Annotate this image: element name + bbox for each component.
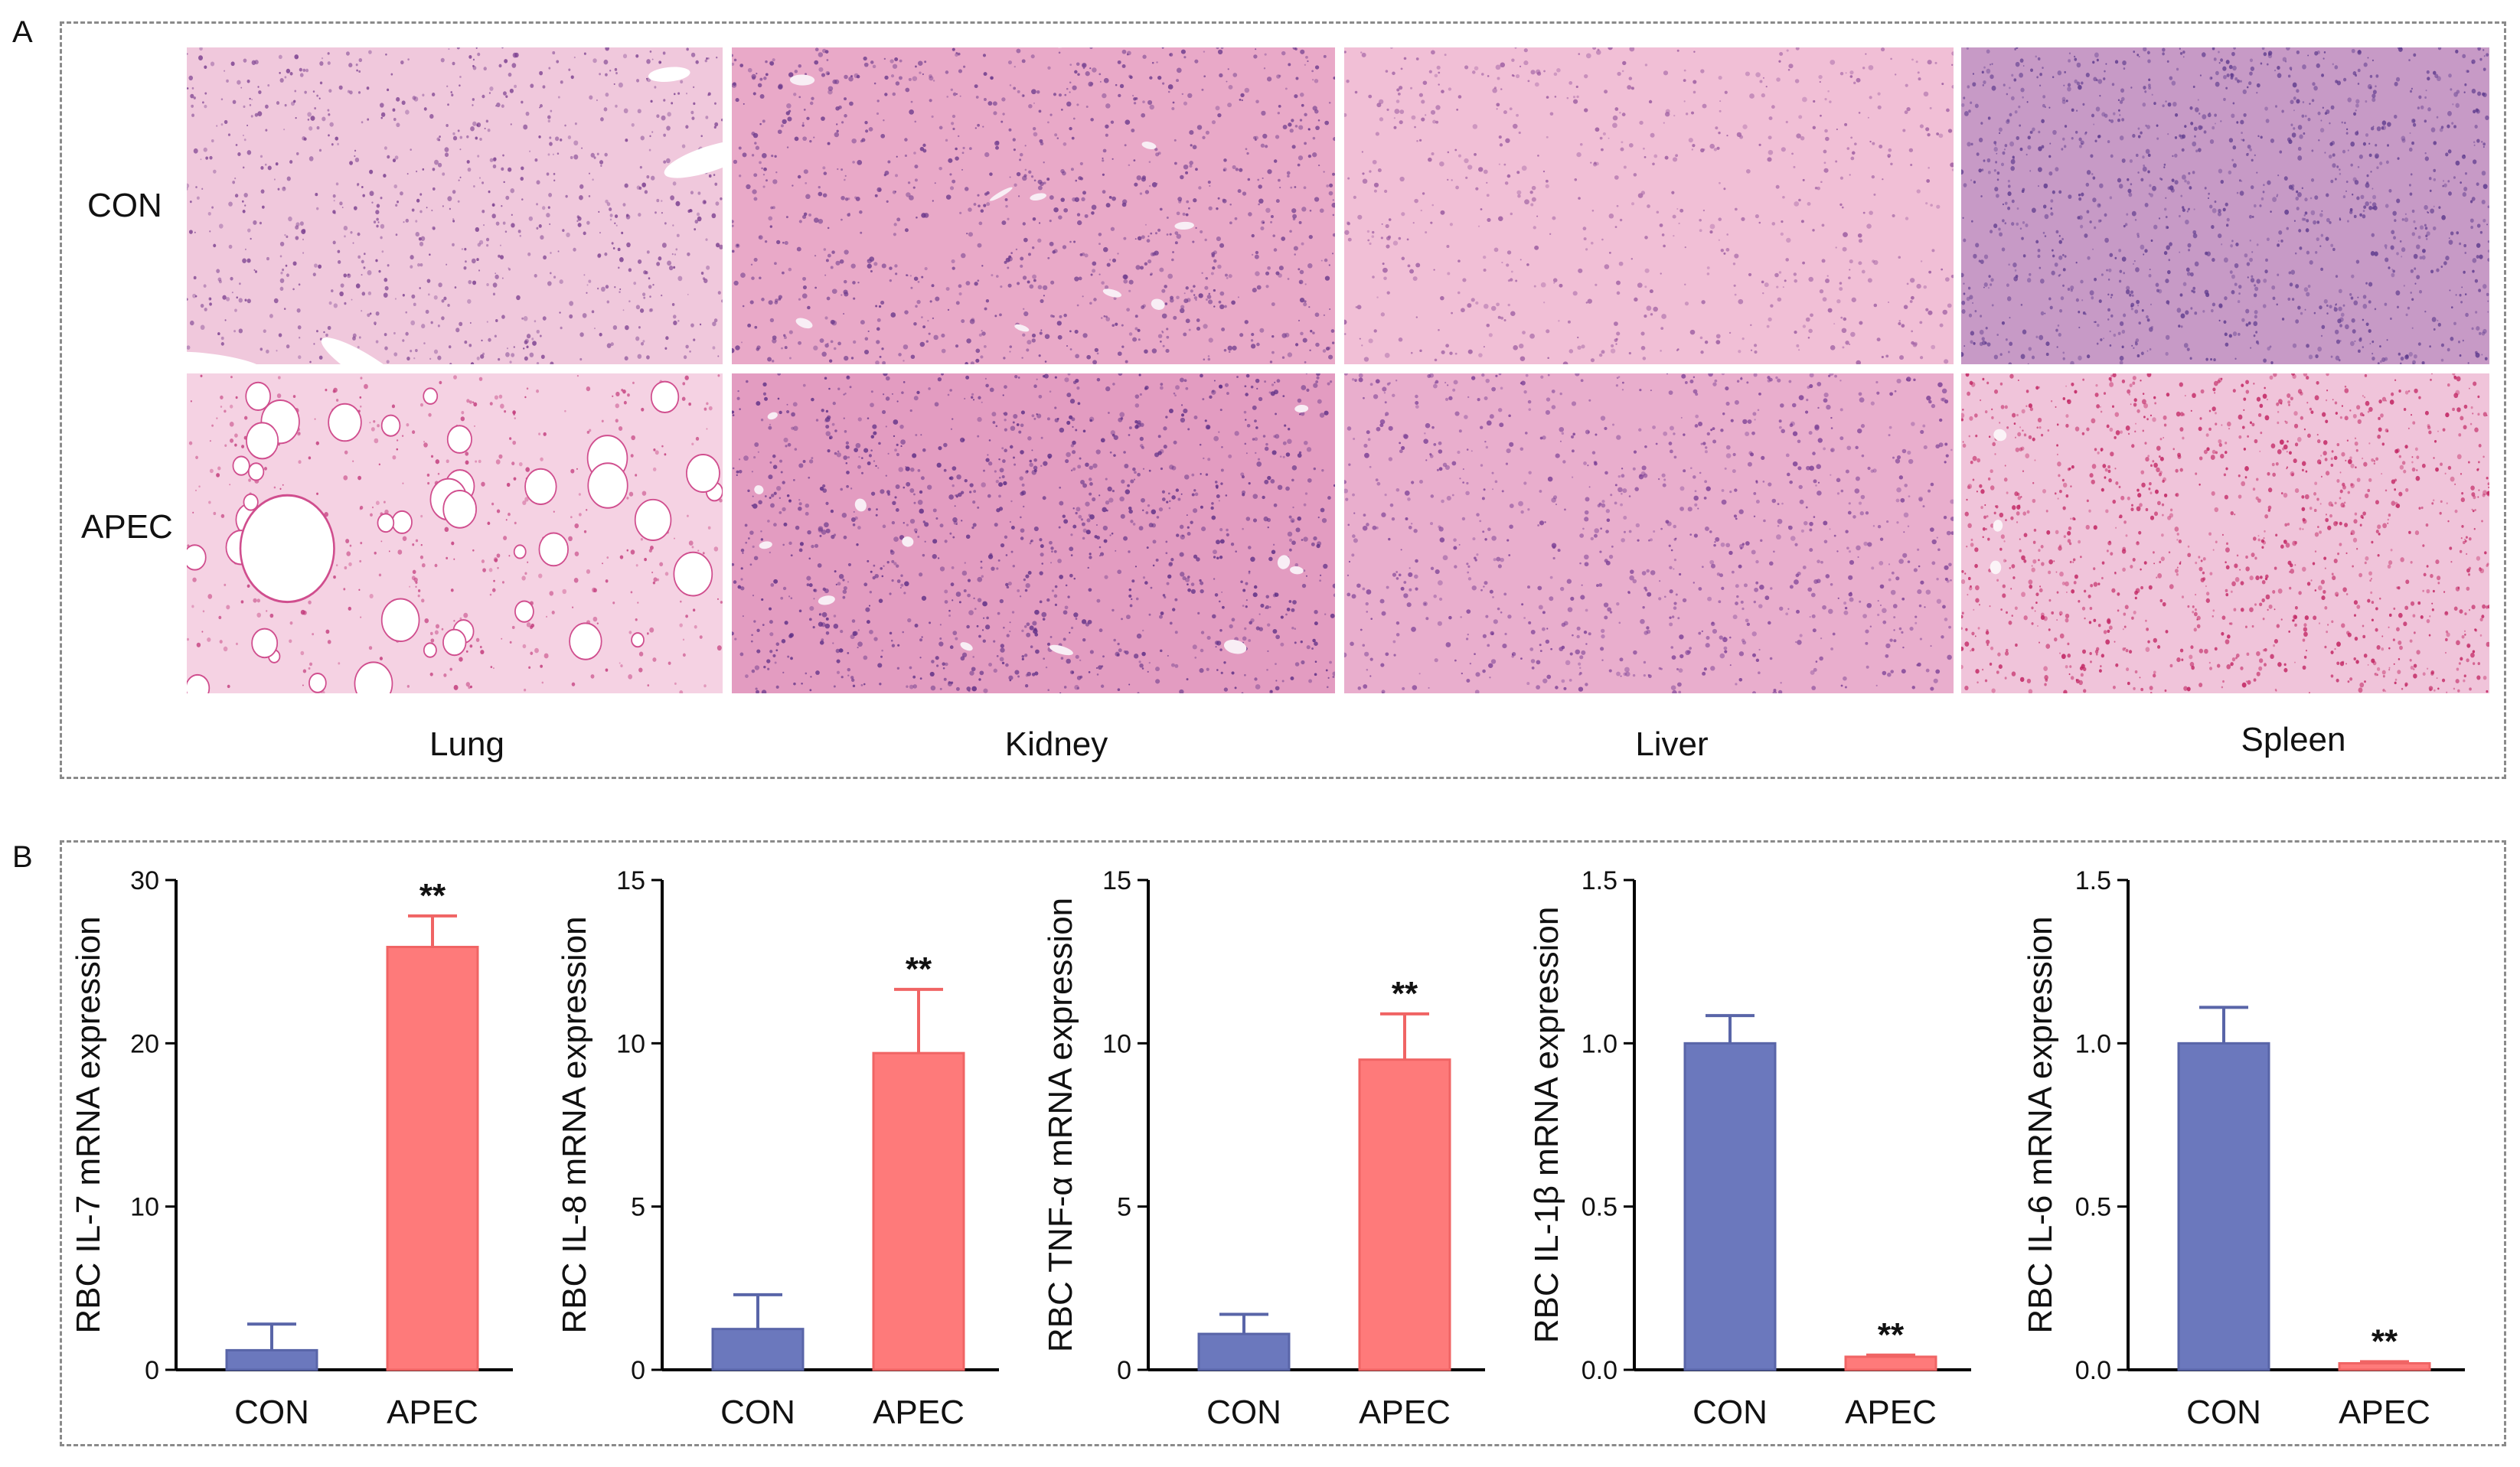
panel-label-a: A (12, 15, 33, 49)
chart-svg: 0 10 20 30 RBC IL-7 mRNA expression CON APEC ** (70, 866, 513, 1431)
row-label-con: CON (87, 187, 162, 224)
y-tick-label: 1.5 (2075, 866, 2111, 895)
tissue-texture (1344, 373, 1954, 693)
histology-image-apec-kidney (732, 373, 1335, 693)
y-tick-label: 5 (1117, 1193, 1131, 1222)
y-tick-label: 0.0 (1582, 1356, 1617, 1385)
bar-chart-tnfa: 0 5 10 15 RBC TNF-α mRNA expression CON APEC ** (1033, 849, 1508, 1462)
x-tick-label: APEC (1845, 1394, 1937, 1431)
chart-svg: 0 5 10 15 RBC TNF-α mRNA expression CON APEC ** (1042, 866, 1485, 1431)
row-label-apec: APEC (81, 508, 173, 546)
y-tick-label: 10 (130, 1193, 159, 1222)
y-tick-label: 15 (1102, 866, 1131, 895)
y-tick-label: 10 (1102, 1029, 1131, 1058)
y-tick-label: 1.0 (2075, 1029, 2111, 1058)
tissue-texture (1961, 373, 2489, 693)
x-tick-label: APEC (2339, 1394, 2430, 1431)
y-tick-label: 0 (1117, 1356, 1131, 1385)
histology-image-con-liver (1344, 47, 1954, 364)
chart-svg: 0.0 0.5 1.0 1.5 RBC IL-6 mRNA expression CON A… (2022, 866, 2465, 1431)
x-tick-label: APEC (873, 1394, 965, 1431)
chart-svg: 0 5 10 15 RBC IL-8 mRNA expression CON APEC ** (556, 866, 999, 1431)
panel-b-frame (60, 840, 2506, 1446)
tissue-texture (732, 373, 1335, 693)
panel-a-frame (60, 21, 2506, 779)
y-tick-label: 0.0 (2075, 1356, 2111, 1385)
y-tick-label: 0.5 (1582, 1193, 1617, 1222)
col-label-kidney: Kidney (1004, 725, 1108, 763)
y-tick-label: 10 (616, 1029, 645, 1058)
significance-marker: ** (1392, 975, 1418, 1012)
y-axis-label: RBC IL-1β mRNA expression (1528, 907, 1565, 1344)
col-label-spleen: Spleen (2241, 721, 2346, 758)
y-axis-label: RBC IL-8 mRNA expression (556, 916, 593, 1333)
y-tick-label: 30 (130, 866, 159, 895)
bar-apec (1358, 1058, 1451, 1371)
x-tick-label: APEC (1359, 1394, 1451, 1431)
y-tick-label: 1.5 (1582, 866, 1617, 895)
bar-chart-il8: 0 5 10 15 RBC IL-8 mRNA expression CON APEC ** (547, 849, 1022, 1462)
significance-marker: ** (2371, 1322, 2398, 1360)
histology-image-con-kidney (732, 47, 1335, 364)
bar-con (1197, 1332, 1291, 1371)
y-tick-label: 1.0 (1582, 1029, 1617, 1058)
histology-image-con-lung (187, 47, 723, 364)
chart-svg: 0.0 0.5 1.0 1.5 RBC IL-1β mRNA expression CON… (1528, 866, 1971, 1431)
bar-con (2177, 1042, 2270, 1371)
bar-apec (2338, 1361, 2431, 1371)
x-tick-label: CON (720, 1394, 795, 1431)
y-tick-label: 0 (145, 1356, 159, 1385)
col-label-liver: Liver (1635, 725, 1709, 763)
x-tick-label: CON (234, 1394, 309, 1431)
panel-label-b: B (12, 840, 33, 874)
bar-con (225, 1348, 318, 1371)
y-axis-label: RBC IL-7 mRNA expression (70, 916, 107, 1333)
x-tick-label: CON (2186, 1394, 2261, 1431)
y-tick-label: 0.5 (2075, 1193, 2111, 1222)
x-tick-label: CON (1206, 1394, 1281, 1431)
x-tick-label: CON (1693, 1394, 1768, 1431)
bar-chart-il6: 0.0 0.5 1.0 1.5 RBC IL-6 mRNA expression CON A… (2013, 849, 2488, 1462)
x-tick-label: APEC (387, 1394, 478, 1431)
tissue-texture (1961, 47, 2489, 364)
bar-apec (386, 945, 479, 1371)
y-axis-label: RBC TNF-α mRNA expression (1042, 898, 1079, 1352)
tissue-texture (187, 373, 723, 693)
histology-image-apec-spleen (1961, 373, 2489, 693)
histology-image-apec-liver (1344, 373, 1954, 693)
tissue-texture (187, 47, 723, 364)
y-tick-label: 15 (616, 866, 645, 895)
y-axis-label: RBC IL-6 mRNA expression (2022, 916, 2059, 1333)
significance-marker: ** (906, 950, 932, 988)
y-tick-label: 5 (631, 1193, 645, 1222)
bar-apec (872, 1051, 965, 1371)
tissue-texture (732, 47, 1335, 364)
significance-marker: ** (419, 877, 446, 914)
bar-con (711, 1328, 805, 1371)
y-tick-label: 20 (130, 1029, 159, 1058)
y-tick-label: 0 (631, 1356, 645, 1385)
histology-image-con-spleen (1961, 47, 2489, 364)
tissue-texture (1344, 47, 1954, 364)
col-label-lung: Lung (429, 725, 504, 763)
bar-apec (1844, 1355, 1937, 1371)
bar-con (1683, 1042, 1777, 1371)
bar-chart-il1b: 0.0 0.5 1.0 1.5 RBC IL-1β mRNA expression CON… (1520, 849, 1994, 1462)
histology-image-apec-lung (187, 373, 723, 693)
significance-marker: ** (1878, 1316, 1905, 1354)
bar-chart-il7: 0 10 20 30 RBC IL-7 mRNA expression CON APEC ** (61, 849, 536, 1462)
